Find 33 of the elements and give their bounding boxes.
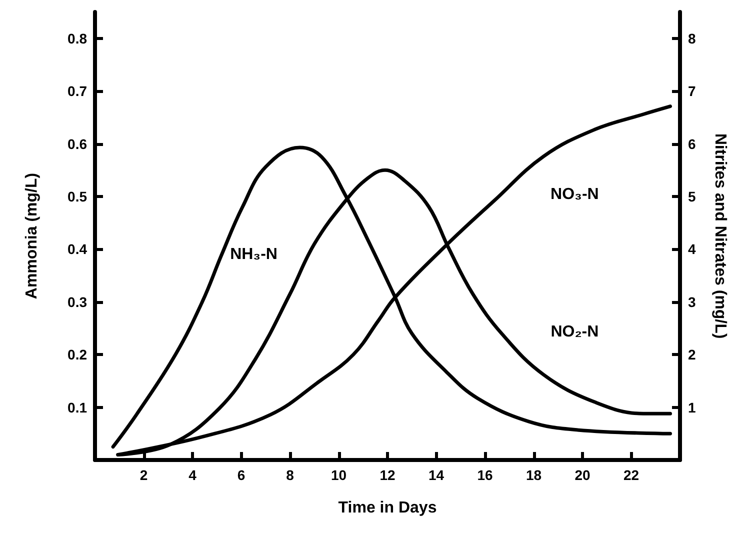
y-tick-label: 0.6 bbox=[68, 136, 88, 152]
x-tick-label: 14 bbox=[428, 467, 444, 483]
y2-tick-label: 1 bbox=[688, 399, 696, 416]
y2-tick-label: 4 bbox=[688, 241, 696, 258]
y-tick-label: 0.1 bbox=[68, 399, 88, 416]
series-label: NH₃-N bbox=[230, 246, 278, 263]
x-axis-title: Time in Days bbox=[338, 500, 437, 516]
y-tick-label: 0.7 bbox=[68, 83, 88, 100]
x-tick-label: 4 bbox=[188, 467, 197, 483]
y2-tick-label: 3 bbox=[688, 294, 696, 310]
x-tick-label: 2 bbox=[140, 467, 148, 483]
x-tick-label: 18 bbox=[526, 467, 542, 483]
y-tick-label: 0.5 bbox=[68, 188, 88, 204]
y2-tick-label: 7 bbox=[688, 83, 696, 100]
y2-tick-label: 5 bbox=[688, 188, 696, 204]
y2-axis-title: Nitrites and Nitrates (mg/L) bbox=[712, 133, 728, 339]
y-tick-label: 0.3 bbox=[68, 294, 88, 310]
y2-tick-label: 8 bbox=[688, 30, 696, 46]
series-label: NO₃-N bbox=[550, 186, 599, 204]
y-axis-title: Ammonia (mg/L) bbox=[24, 172, 40, 300]
x-tick-label: 12 bbox=[380, 467, 396, 483]
x-tick-label: 6 bbox=[237, 467, 246, 483]
series-label: NO₂-N bbox=[550, 324, 599, 341]
x-tick-label: 20 bbox=[574, 467, 590, 483]
y2-tick-label: 2 bbox=[688, 346, 696, 363]
x-tick-label: 8 bbox=[286, 467, 294, 483]
x-tick-label: 10 bbox=[330, 467, 347, 483]
y2-tick-label: 6 bbox=[688, 136, 696, 152]
x-tick-label: 16 bbox=[477, 467, 493, 483]
x-tick-label: 22 bbox=[623, 467, 640, 483]
y-tick-label: 0.2 bbox=[68, 346, 88, 363]
y-tick-label: 0.4 bbox=[68, 241, 88, 258]
y-tick-label: 0.8 bbox=[68, 30, 88, 46]
